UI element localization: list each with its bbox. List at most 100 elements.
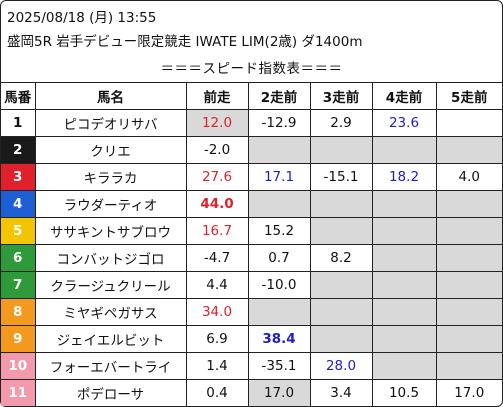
horse-number: 4	[1, 190, 36, 218]
speed-index-cell: 0.7	[247, 244, 311, 272]
horse-number: 10	[1, 352, 36, 380]
speed-index-cell	[371, 298, 437, 326]
speed-index-cell	[435, 271, 502, 299]
table-row: 6 コンバットジゴロ -4.7 0.7 8.2	[1, 244, 502, 272]
speed-index-cell	[435, 109, 502, 137]
table-row: 10 フォーエバートライ 1.4 -35.1 28.0	[1, 352, 502, 380]
table-row: 8 ミヤギペガサス 34.0	[1, 298, 502, 326]
speed-index-cell	[435, 136, 502, 164]
table-row: 4 ラウダーティオ 44.0	[1, 190, 502, 218]
speed-index-cell: 17.0	[435, 379, 502, 406]
col-header-2nd: 2走前	[247, 82, 311, 110]
speed-index-cell	[435, 190, 502, 218]
speed-index-cell	[247, 136, 311, 164]
col-header-name: 馬名	[34, 82, 187, 110]
horse-name: ポデローサ	[34, 379, 187, 406]
table-subtitle: ＝＝＝スピード指数表＝＝＝	[160, 61, 343, 77]
speed-index-cell: 27.6	[185, 163, 249, 191]
speed-index-cell: 4.4	[185, 271, 249, 299]
speed-index-cell: 8.2	[309, 244, 373, 272]
speed-index-cell	[371, 325, 437, 353]
speed-index-cell	[309, 217, 373, 245]
col-header-3rd: 3走前	[309, 82, 373, 110]
speed-index-cell: -2.0	[185, 136, 249, 164]
speed-index-cell: 38.4	[247, 325, 311, 353]
col-header-last: 前走	[185, 82, 249, 110]
table-row: 3 キララカ 27.6 17.1 -15.1 18.2 4.0	[1, 163, 502, 191]
speed-index-cell: -35.1	[247, 352, 311, 380]
speed-index-cell: 23.6	[371, 109, 437, 137]
speed-index-cell	[371, 217, 437, 245]
speed-index-cell: -12.9	[247, 109, 311, 137]
horse-name: クリエ	[34, 136, 187, 164]
race-title: 盛岡5R 岩手デビュー限定競走 IWATE LIM(2歳) ダ1400m	[7, 34, 363, 50]
speed-index-cell: 10.5	[371, 379, 437, 406]
table-row: 7 クラージュクリール 4.4 -10.0	[1, 271, 502, 299]
speed-index-cell: 0.4	[185, 379, 249, 406]
speed-index-cell	[247, 190, 311, 218]
speed-index-cell: 17.0	[247, 379, 311, 406]
table-row: 11 ポデローサ 0.4 17.0 3.4 10.5 17.0	[1, 379, 502, 406]
table-row: 2 クリエ -2.0	[1, 136, 502, 164]
speed-index-cell: 15.2	[247, 217, 311, 245]
speed-index-cell	[435, 244, 502, 272]
horse-name: ジェイエルビット	[34, 325, 187, 353]
col-header-number: 馬番	[1, 82, 36, 110]
speed-index-cell	[371, 244, 437, 272]
horse-number: 11	[1, 379, 36, 406]
horse-number: 1	[1, 109, 36, 137]
table-row: 9 ジェイエルビット 6.9 38.4	[1, 325, 502, 353]
horse-name: ササキントサブロウ	[34, 217, 187, 245]
horse-number: 5	[1, 217, 36, 245]
speed-index-cell	[435, 352, 502, 380]
table-header-row: 馬番 馬名 前走 2走前 3走前 4走前 5走前	[1, 82, 502, 110]
speed-index-cell	[435, 217, 502, 245]
horse-number: 9	[1, 325, 36, 353]
speed-index-cell: 12.0	[185, 109, 249, 137]
horse-name: クラージュクリール	[34, 271, 187, 299]
table-row: 5 ササキントサブロウ 16.7 15.2	[1, 217, 502, 245]
horse-number: 6	[1, 244, 36, 272]
speed-index-cell: -4.7	[185, 244, 249, 272]
speed-index-cell: -10.0	[247, 271, 311, 299]
speed-index-cell	[247, 298, 311, 326]
speed-index-cell	[309, 190, 373, 218]
speed-index-table: 馬番 馬名 前走 2走前 3走前 4走前 5走前 1 ピコデオリサバ 12.0 -12…	[1, 82, 502, 406]
speed-index-cell: 6.9	[185, 325, 249, 353]
speed-index-cell	[309, 271, 373, 299]
speed-index-cell	[309, 325, 373, 353]
table-row: 1 ピコデオリサバ 12.0 -12.9 2.9 23.6	[1, 109, 502, 137]
col-header-5th: 5走前	[435, 82, 502, 110]
speed-index-cell	[435, 325, 502, 353]
horse-number: 3	[1, 163, 36, 191]
speed-index-cell	[371, 352, 437, 380]
speed-index-cell	[309, 136, 373, 164]
speed-index-cell: -15.1	[309, 163, 373, 191]
horse-name: キララカ	[34, 163, 187, 191]
speed-index-cell	[371, 190, 437, 218]
speed-index-cell	[309, 298, 373, 326]
race-datetime: 2025/08/18 (月) 13:55	[7, 10, 157, 26]
speed-index-cell	[371, 136, 437, 164]
speed-index-cell	[371, 271, 437, 299]
speed-index-cell	[435, 298, 502, 326]
speed-index-cell: 18.2	[371, 163, 437, 191]
horse-name: ピコデオリサバ	[34, 109, 187, 137]
horse-number: 7	[1, 271, 36, 299]
horse-name: フォーエバートライ	[34, 352, 187, 380]
col-header-4th: 4走前	[371, 82, 437, 110]
horse-number: 2	[1, 136, 36, 164]
speed-index-cell: 3.4	[309, 379, 373, 406]
horse-name: ラウダーティオ	[34, 190, 187, 218]
horse-number: 8	[1, 298, 36, 326]
speed-index-cell: 2.9	[309, 109, 373, 137]
speed-index-cell: 4.0	[435, 163, 502, 191]
horse-name: ミヤギペガサス	[34, 298, 187, 326]
speed-index-cell: 17.1	[247, 163, 311, 191]
horse-name: コンバットジゴロ	[34, 244, 187, 272]
speed-index-cell: 34.0	[185, 298, 249, 326]
speed-index-cell: 1.4	[185, 352, 249, 380]
speed-index-cell: 16.7	[185, 217, 249, 245]
speed-index-cell: 28.0	[309, 352, 373, 380]
